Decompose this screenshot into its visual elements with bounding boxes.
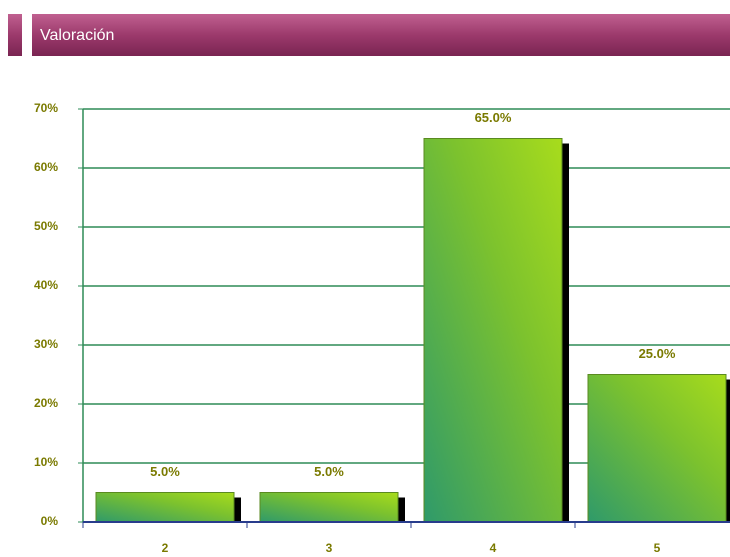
chart-title: Valoración bbox=[40, 27, 114, 44]
header-marker bbox=[8, 14, 22, 56]
y-tick-label: 70% bbox=[34, 101, 58, 115]
value-label: 5.0% bbox=[150, 464, 180, 479]
x-tick-label: 4 bbox=[490, 541, 497, 555]
value-label: 25.0% bbox=[639, 346, 676, 361]
y-tick-label: 30% bbox=[34, 337, 58, 351]
header-bar bbox=[32, 14, 730, 56]
y-tick-label: 60% bbox=[34, 160, 58, 174]
y-tick-label: 20% bbox=[34, 396, 58, 410]
bar bbox=[259, 492, 399, 523]
y-tick-label: 50% bbox=[34, 219, 58, 233]
y-tick-label: 10% bbox=[34, 455, 58, 469]
x-tick-label: 2 bbox=[162, 541, 169, 555]
y-tick-label: 40% bbox=[34, 278, 58, 292]
bar bbox=[423, 138, 563, 523]
y-tick-label: 0% bbox=[41, 514, 59, 528]
x-tick-label: 5 bbox=[654, 541, 661, 555]
bar bbox=[587, 374, 727, 523]
value-label: 65.0% bbox=[475, 110, 512, 125]
x-tick-label: 3 bbox=[326, 541, 333, 555]
bar bbox=[95, 492, 235, 523]
value-label: 5.0% bbox=[314, 464, 344, 479]
